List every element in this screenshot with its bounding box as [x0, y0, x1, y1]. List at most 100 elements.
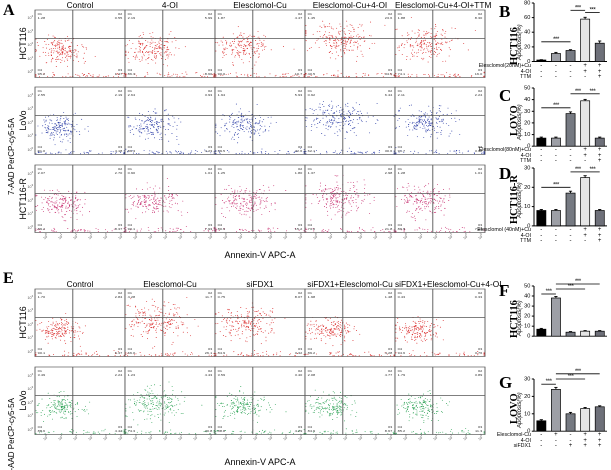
svg-text:02: 02	[478, 90, 482, 93]
svg-text:2.70: 2.70	[115, 172, 123, 175]
svg-text:1.80: 1.80	[295, 172, 303, 175]
svg-text:1.28: 1.28	[38, 16, 46, 19]
svg-text:04: 04	[128, 146, 132, 149]
svg-text:01: 01	[218, 168, 222, 171]
svg-text:02: 02	[388, 168, 392, 171]
svg-text:5.99: 5.99	[205, 16, 213, 19]
svg-text:6.44: 6.44	[385, 94, 393, 97]
svg-text:89.3: 89.3	[128, 150, 136, 153]
svg-text:03: 03	[298, 146, 302, 149]
svg-text:2.55: 2.55	[38, 94, 46, 97]
svg-text:01: 01	[398, 168, 402, 171]
svg-text:1.87: 1.87	[218, 16, 226, 19]
svg-text:04: 04	[128, 224, 132, 227]
svg-text:04: 04	[128, 68, 132, 71]
svg-text:03: 03	[388, 68, 392, 71]
svg-text:15.2: 15.2	[295, 228, 303, 231]
svg-text:03: 03	[208, 224, 212, 227]
svg-text:03: 03	[478, 348, 482, 351]
svg-text:90.1: 90.1	[128, 228, 136, 231]
svg-text:4.18: 4.18	[115, 150, 123, 153]
svg-text:02: 02	[208, 292, 212, 295]
svg-text:7.93: 7.93	[205, 228, 213, 231]
svg-text:1.70: 1.70	[38, 296, 46, 299]
svg-text:04: 04	[308, 348, 312, 351]
svg-text:01: 01	[308, 12, 312, 15]
svg-text:02: 02	[388, 12, 392, 15]
svg-text:1.28: 1.28	[398, 172, 406, 175]
svg-text:01: 01	[398, 12, 402, 15]
svg-text:02: 02	[208, 90, 212, 93]
svg-text:01: 01	[128, 90, 132, 93]
svg-text:01: 01	[38, 12, 42, 15]
svg-text:26.1: 26.1	[205, 352, 213, 355]
svg-text:1.37: 1.37	[308, 172, 316, 175]
svg-text:03: 03	[208, 348, 212, 351]
svg-text:1.25: 1.25	[218, 172, 226, 175]
svg-text:3.93: 3.93	[205, 94, 213, 97]
svg-text:74.1: 74.1	[398, 72, 406, 75]
svg-text:03: 03	[208, 146, 212, 149]
svg-text:21.8: 21.8	[385, 228, 393, 231]
svg-text:04: 04	[218, 348, 222, 351]
svg-text:0.92: 0.92	[308, 94, 316, 97]
svg-text:1.45: 1.45	[308, 16, 316, 19]
svg-text:8.30: 8.30	[475, 16, 483, 19]
svg-text:04: 04	[218, 68, 222, 71]
svg-text:04: 04	[398, 68, 402, 71]
svg-text:30.6: 30.6	[385, 150, 393, 153]
svg-text:90.1: 90.1	[38, 352, 46, 355]
svg-text:0.43: 0.43	[398, 296, 406, 299]
svg-text:1.98: 1.98	[308, 296, 316, 299]
svg-text:1.88: 1.88	[398, 16, 406, 19]
svg-text:89.2: 89.2	[38, 228, 46, 231]
svg-text:04: 04	[38, 68, 42, 71]
svg-text:95.2: 95.2	[38, 72, 46, 75]
svg-text:62.1: 62.1	[308, 150, 316, 153]
svg-text:04: 04	[128, 348, 132, 351]
svg-text:89.9: 89.9	[398, 228, 406, 231]
svg-text:04: 04	[38, 348, 42, 351]
svg-text:03: 03	[298, 348, 302, 351]
svg-text:04: 04	[218, 146, 222, 149]
svg-text:03: 03	[388, 348, 392, 351]
svg-text:10.7: 10.7	[295, 72, 303, 75]
svg-text:01: 01	[398, 292, 402, 295]
svg-text:03: 03	[118, 224, 122, 227]
svg-text:86.3: 86.3	[128, 72, 136, 75]
svg-text:91.0: 91.0	[38, 150, 46, 153]
svg-text:01: 01	[218, 90, 222, 93]
svg-text:03: 03	[118, 68, 122, 71]
svg-text:90.0: 90.0	[218, 72, 226, 75]
svg-text:69.5: 69.5	[218, 150, 226, 153]
svg-text:8.07: 8.07	[295, 296, 303, 299]
svg-text:03: 03	[208, 68, 212, 71]
svg-text:84.9: 84.9	[218, 352, 226, 355]
svg-text:2.07: 2.07	[38, 172, 46, 175]
svg-text:4.28: 4.28	[128, 296, 136, 299]
svg-text:2.24: 2.24	[475, 94, 483, 97]
svg-text:3.32: 3.32	[295, 352, 303, 355]
svg-text:01: 01	[128, 292, 132, 295]
svg-text:01: 01	[38, 292, 42, 295]
svg-text:4.28: 4.28	[385, 352, 393, 355]
svg-text:1.47: 1.47	[115, 72, 123, 75]
svg-text:02: 02	[298, 12, 302, 15]
svg-text:3.76: 3.76	[475, 352, 483, 355]
svg-text:01: 01	[308, 168, 312, 171]
svg-text:2.64: 2.64	[128, 94, 136, 97]
svg-text:03: 03	[388, 224, 392, 227]
svg-text:6.37: 6.37	[115, 352, 123, 355]
svg-text:04: 04	[308, 224, 312, 227]
svg-text:04: 04	[308, 146, 312, 149]
svg-text:04: 04	[38, 224, 42, 227]
svg-text:01: 01	[218, 292, 222, 295]
svg-text:02: 02	[118, 90, 122, 93]
svg-text:02: 02	[478, 168, 482, 171]
svg-text:01: 01	[308, 292, 312, 295]
svg-text:02: 02	[478, 12, 482, 15]
svg-text:03: 03	[118, 348, 122, 351]
svg-text:66.0: 66.0	[128, 352, 136, 355]
svg-text:01: 01	[218, 12, 222, 15]
svg-text:2.11: 2.11	[398, 94, 405, 97]
